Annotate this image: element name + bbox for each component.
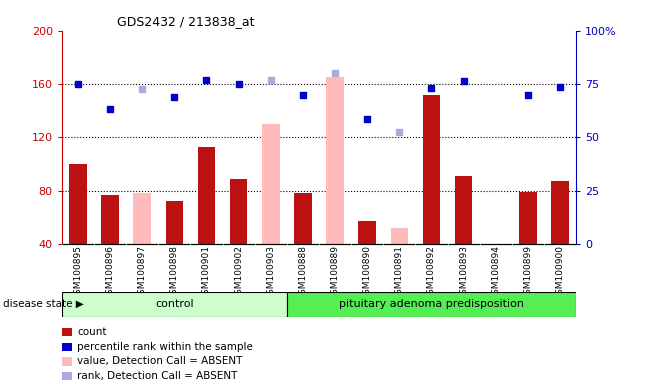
Text: GSM100903: GSM100903 xyxy=(266,245,275,300)
Bar xyxy=(69,164,87,244)
Bar xyxy=(358,221,376,244)
Bar xyxy=(133,193,151,244)
Bar xyxy=(262,124,280,244)
Text: GSM100897: GSM100897 xyxy=(138,245,146,300)
Text: GSM100888: GSM100888 xyxy=(298,245,307,300)
Bar xyxy=(294,193,312,244)
Bar xyxy=(551,181,569,244)
Text: count: count xyxy=(77,327,107,337)
Text: GSM100889: GSM100889 xyxy=(331,245,340,300)
Text: GSM100895: GSM100895 xyxy=(74,245,83,300)
Bar xyxy=(287,292,576,317)
Text: percentile rank within the sample: percentile rank within the sample xyxy=(77,342,253,352)
Text: GSM100896: GSM100896 xyxy=(105,245,115,300)
Bar xyxy=(391,228,408,244)
Bar xyxy=(165,201,183,244)
Text: value, Detection Call = ABSENT: value, Detection Call = ABSENT xyxy=(77,356,243,366)
Text: GSM100891: GSM100891 xyxy=(395,245,404,300)
Bar xyxy=(422,94,440,244)
Bar xyxy=(198,147,215,244)
Text: GSM100893: GSM100893 xyxy=(459,245,468,300)
Bar xyxy=(101,195,119,244)
Text: GSM100894: GSM100894 xyxy=(492,245,500,300)
Text: GSM100901: GSM100901 xyxy=(202,245,211,300)
Text: GDS2432 / 213838_at: GDS2432 / 213838_at xyxy=(117,15,255,28)
Text: GSM100900: GSM100900 xyxy=(555,245,564,300)
Bar xyxy=(519,192,537,244)
Text: GSM100890: GSM100890 xyxy=(363,245,372,300)
Bar xyxy=(62,292,287,317)
Text: GSM100899: GSM100899 xyxy=(523,245,533,300)
Text: rank, Detection Call = ABSENT: rank, Detection Call = ABSENT xyxy=(77,371,238,381)
Text: GSM100902: GSM100902 xyxy=(234,245,243,300)
Bar xyxy=(326,77,344,244)
Bar xyxy=(230,179,247,244)
Bar xyxy=(455,176,473,244)
Text: pituitary adenoma predisposition: pituitary adenoma predisposition xyxy=(339,299,524,310)
Text: GSM100898: GSM100898 xyxy=(170,245,179,300)
Text: GSM100892: GSM100892 xyxy=(427,245,436,300)
Text: disease state ▶: disease state ▶ xyxy=(3,299,84,309)
Text: control: control xyxy=(155,299,193,310)
